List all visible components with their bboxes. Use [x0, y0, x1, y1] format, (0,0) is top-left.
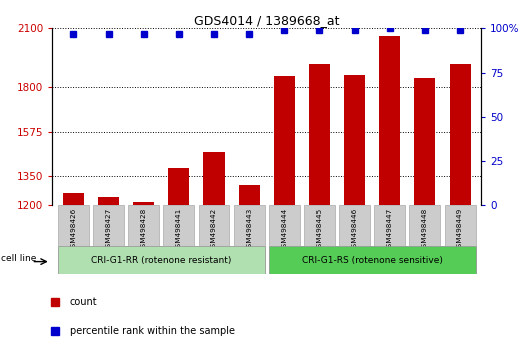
Text: GSM498444: GSM498444	[281, 207, 287, 252]
Bar	[450, 64, 471, 205]
Bar	[344, 75, 365, 205]
Bar	[274, 75, 295, 205]
Bar	[414, 79, 436, 205]
FancyBboxPatch shape	[199, 205, 230, 246]
FancyBboxPatch shape	[58, 246, 265, 274]
FancyBboxPatch shape	[339, 205, 370, 246]
FancyBboxPatch shape	[128, 205, 159, 246]
Text: GSM498443: GSM498443	[246, 207, 252, 252]
FancyBboxPatch shape	[269, 205, 300, 246]
Bar	[238, 185, 260, 205]
Text: GSM498449: GSM498449	[457, 207, 463, 252]
Text: GSM498427: GSM498427	[106, 207, 111, 252]
FancyBboxPatch shape	[163, 205, 195, 246]
Bar	[203, 152, 224, 205]
Text: GSM498445: GSM498445	[316, 207, 323, 252]
FancyBboxPatch shape	[58, 205, 89, 246]
Text: GSM498446: GSM498446	[351, 207, 358, 252]
FancyBboxPatch shape	[410, 205, 440, 246]
FancyBboxPatch shape	[304, 205, 335, 246]
Text: GSM498441: GSM498441	[176, 207, 182, 252]
FancyBboxPatch shape	[374, 205, 405, 246]
Text: GSM498447: GSM498447	[387, 207, 393, 252]
Text: percentile rank within the sample: percentile rank within the sample	[70, 326, 234, 336]
FancyBboxPatch shape	[234, 205, 265, 246]
Bar	[379, 36, 400, 205]
Text: GSM498442: GSM498442	[211, 207, 217, 252]
Text: CRI-G1-RS (rotenone sensitive): CRI-G1-RS (rotenone sensitive)	[302, 256, 442, 265]
FancyBboxPatch shape	[93, 205, 124, 246]
Bar	[168, 169, 189, 205]
Bar	[133, 202, 154, 205]
Text: cell line: cell line	[1, 254, 37, 263]
Title: GDS4014 / 1389668_at: GDS4014 / 1389668_at	[194, 14, 339, 27]
Text: GSM498448: GSM498448	[422, 207, 428, 252]
FancyBboxPatch shape	[445, 205, 475, 246]
FancyBboxPatch shape	[269, 246, 475, 274]
Text: count: count	[70, 297, 97, 307]
Text: GSM498426: GSM498426	[71, 207, 76, 252]
Text: GSM498428: GSM498428	[141, 207, 146, 252]
Bar	[309, 64, 330, 205]
Bar	[98, 197, 119, 205]
Text: CRI-G1-RR (rotenone resistant): CRI-G1-RR (rotenone resistant)	[91, 256, 232, 265]
Bar	[63, 193, 84, 205]
